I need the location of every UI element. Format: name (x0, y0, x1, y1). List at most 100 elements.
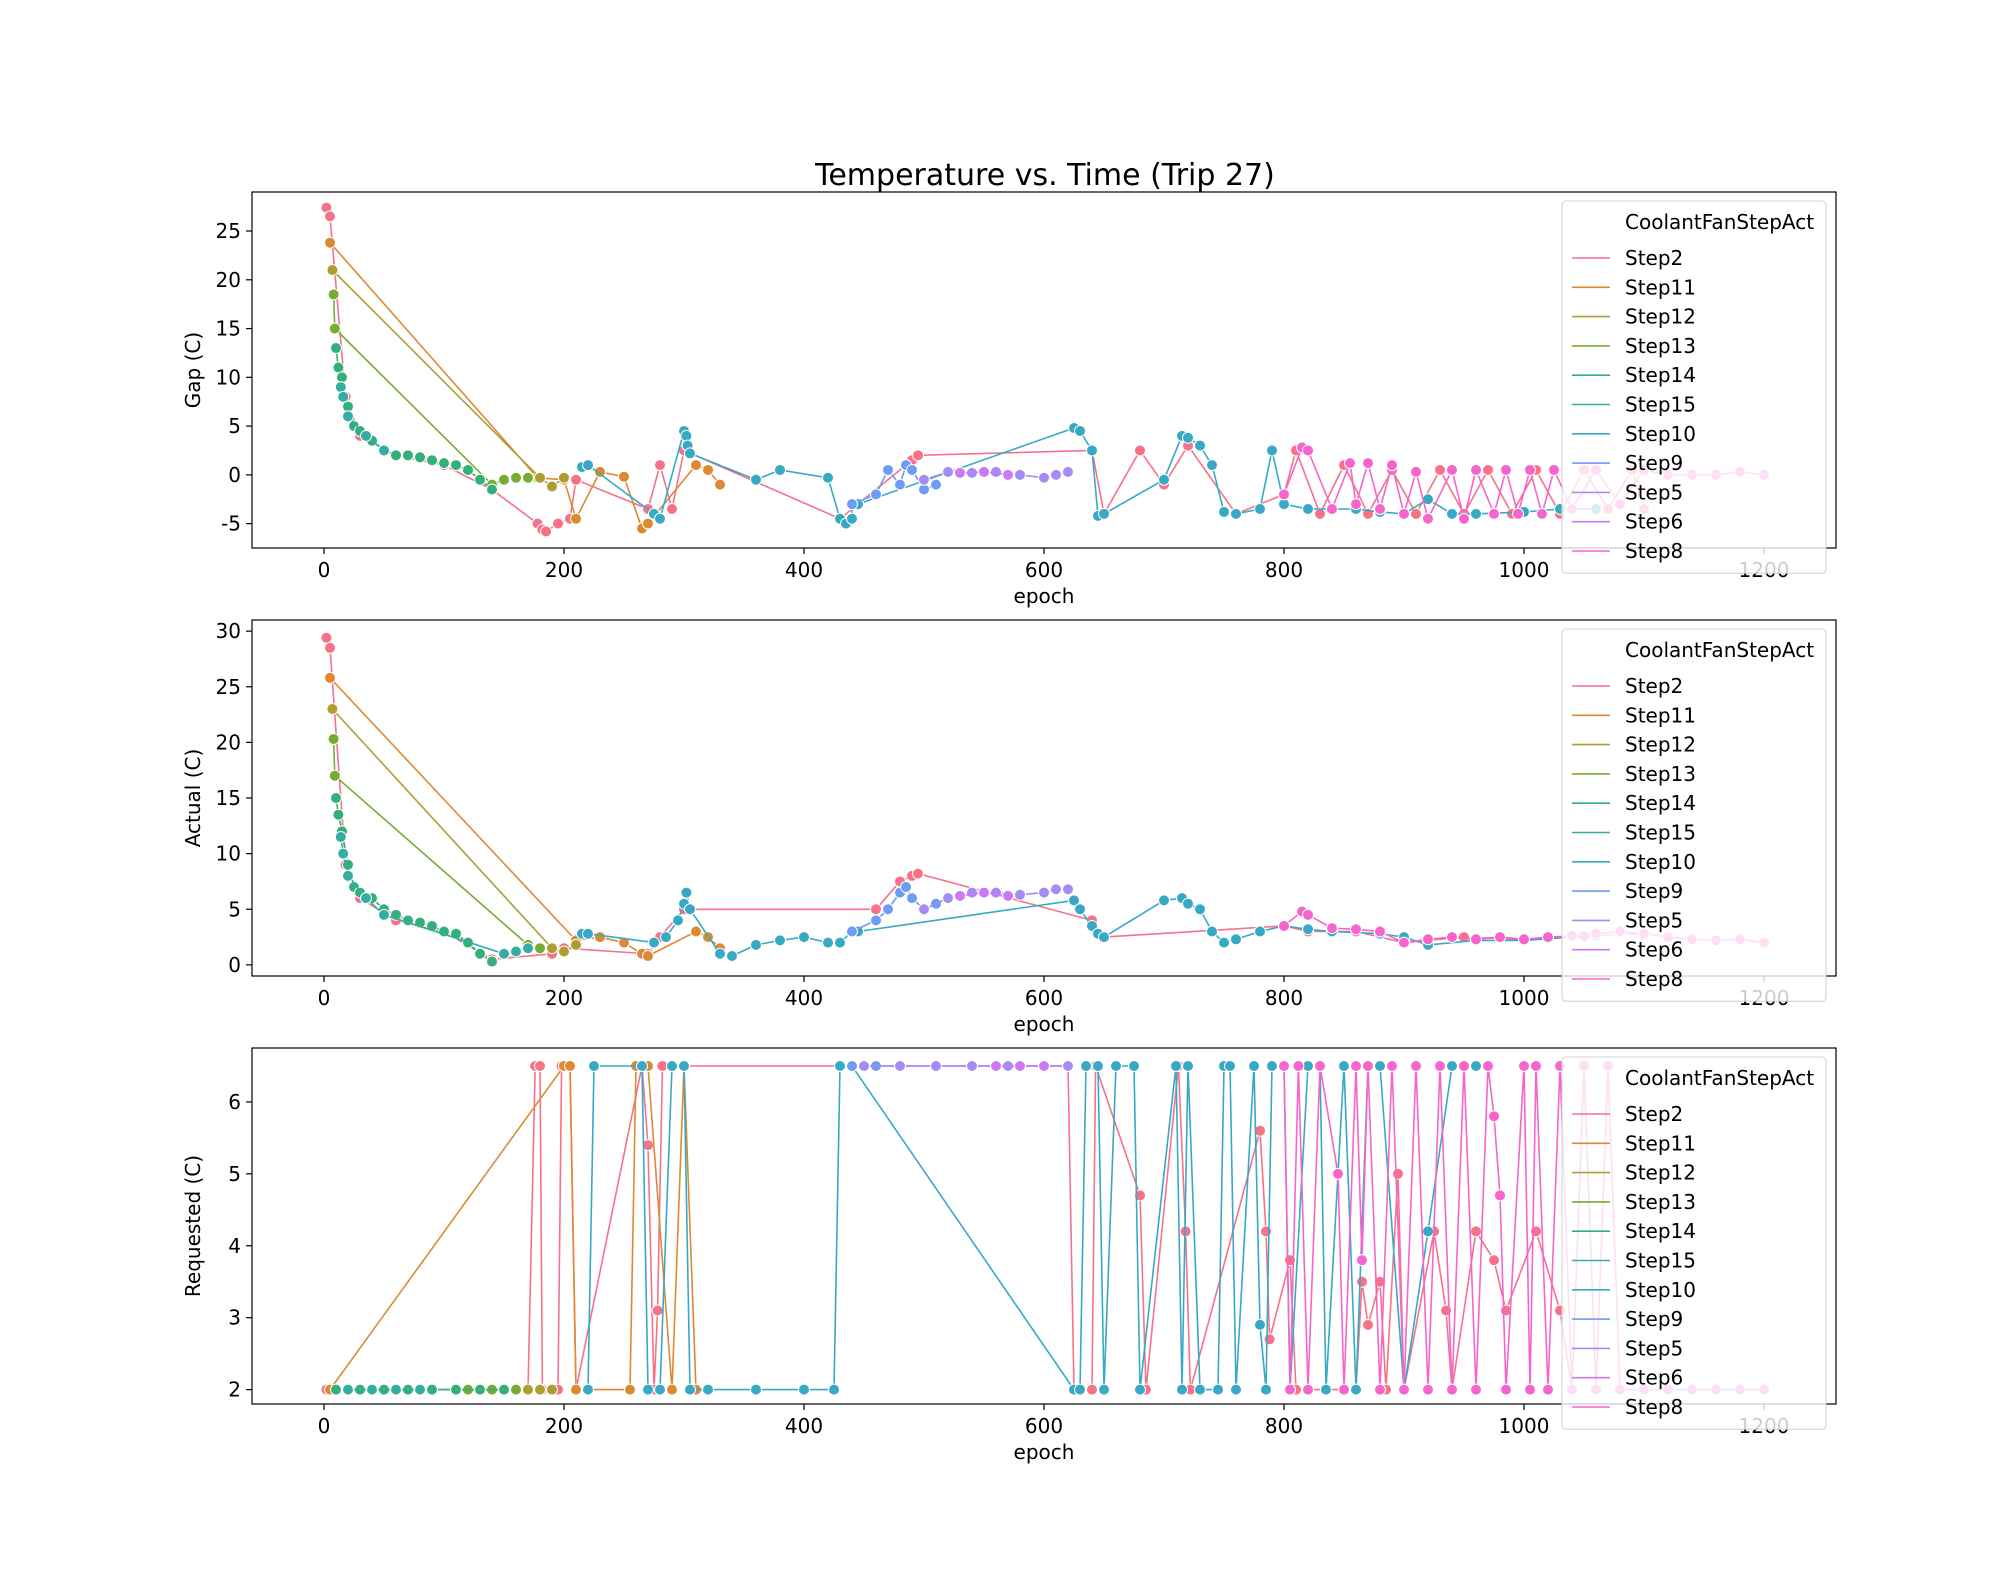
y-tick-label: 6 (228, 1090, 241, 1114)
y-tick-label: 20 (216, 730, 241, 754)
data-point (1356, 1254, 1368, 1267)
data-point (1470, 1059, 1482, 1072)
data-point (326, 703, 339, 715)
data-point (894, 1059, 906, 1072)
data-point (1398, 936, 1410, 949)
series-line-step12 (331, 708, 577, 953)
data-point (534, 942, 546, 955)
data-point (1488, 1254, 1500, 1267)
data-point (918, 903, 930, 916)
data-point (366, 1383, 378, 1396)
data-point (1038, 1059, 1050, 1072)
data-point (546, 1383, 558, 1396)
x-tick-label: 800 (1265, 558, 1303, 582)
data-point (1266, 444, 1278, 457)
legend-entry-step6: Step6 (1625, 1366, 1683, 1390)
legend-entry-step2: Step2 (1625, 246, 1683, 270)
legend-entry-step13: Step13 (1625, 762, 1696, 786)
data-point (1278, 919, 1290, 932)
data-point (978, 886, 990, 899)
data-point (474, 1383, 486, 1396)
y-tick-label: 5 (228, 897, 241, 921)
data-point (666, 502, 678, 515)
legend-entry-step8: Step8 (1625, 1395, 1683, 1419)
data-point (618, 936, 630, 949)
data-point (1086, 444, 1098, 457)
data-point (1260, 1383, 1272, 1396)
data-point (648, 936, 660, 949)
data-point (966, 1059, 978, 1072)
data-point (564, 1059, 576, 1072)
y-tick-label: 15 (216, 317, 241, 341)
data-point (798, 931, 810, 944)
x-tick-label: 200 (545, 1414, 583, 1438)
y-tick-label: 15 (216, 786, 241, 810)
data-point (636, 1059, 648, 1072)
y-tick-label: 5 (228, 1162, 241, 1186)
data-point (342, 869, 354, 882)
data-point (654, 1383, 666, 1396)
data-point (438, 457, 450, 470)
data-point (1338, 1383, 1350, 1396)
data-point (690, 925, 702, 938)
legend-entry-step11: Step11 (1625, 275, 1696, 299)
data-point (1098, 1383, 1110, 1396)
data-point (570, 473, 582, 486)
data-point (1392, 1167, 1404, 1180)
data-point (1458, 512, 1470, 525)
subplot-gap: 020040060080010001200-50510152025epochGa… (181, 191, 1837, 608)
legend-box (1561, 628, 1827, 1002)
data-point (990, 1059, 1002, 1072)
data-point (1458, 1059, 1470, 1072)
data-point (450, 459, 462, 472)
series-line-step11 (329, 1065, 697, 1391)
data-point (1002, 889, 1014, 902)
data-point (486, 483, 498, 496)
data-point (750, 473, 762, 486)
legend-entry-step15: Step15 (1625, 1249, 1696, 1273)
data-point (1482, 1059, 1494, 1072)
legend-entry-step9: Step9 (1625, 1307, 1683, 1331)
data-point (1248, 1059, 1260, 1072)
legend-entry-step9: Step9 (1625, 879, 1683, 903)
data-point (1194, 439, 1206, 452)
data-point (846, 498, 858, 511)
data-point (1038, 471, 1050, 484)
data-point (326, 264, 339, 277)
data-point (1542, 1383, 1554, 1396)
data-point (328, 322, 341, 335)
data-point (1254, 502, 1266, 515)
data-point (990, 886, 1002, 899)
legend-entry-step14: Step14 (1625, 791, 1696, 815)
legend-entry-step9: Step9 (1625, 451, 1683, 475)
data-point (1542, 931, 1554, 944)
data-point (1422, 1225, 1434, 1238)
data-point (1446, 1383, 1458, 1396)
legend-title: CoolantFanStepAct (1625, 210, 1814, 234)
legend-entry-step12: Step12 (1625, 305, 1696, 329)
data-point (1434, 463, 1446, 476)
data-point (1362, 1059, 1374, 1072)
legend-entry-step12: Step12 (1625, 733, 1696, 757)
data-point (1218, 505, 1230, 518)
data-point (666, 1383, 678, 1396)
x-tick-label: 1000 (1499, 558, 1550, 582)
data-point (1314, 507, 1326, 520)
data-point (1422, 933, 1434, 946)
legend-entry-step8: Step8 (1625, 539, 1683, 563)
x-tick-label: 0 (318, 986, 331, 1010)
data-point (360, 892, 372, 905)
legend-entry-step5: Step5 (1625, 908, 1683, 932)
data-point (1302, 502, 1314, 515)
data-point (1170, 1059, 1182, 1072)
data-point (510, 1383, 522, 1396)
x-axis-label: epoch (1014, 584, 1075, 608)
data-point (1470, 1383, 1482, 1396)
x-tick-label: 0 (318, 1414, 331, 1438)
data-point (1446, 931, 1458, 944)
data-point (1386, 459, 1398, 472)
data-point (1494, 931, 1506, 944)
data-point (906, 892, 918, 905)
series-line-step2 (325, 637, 1645, 961)
data-point (1014, 468, 1026, 481)
